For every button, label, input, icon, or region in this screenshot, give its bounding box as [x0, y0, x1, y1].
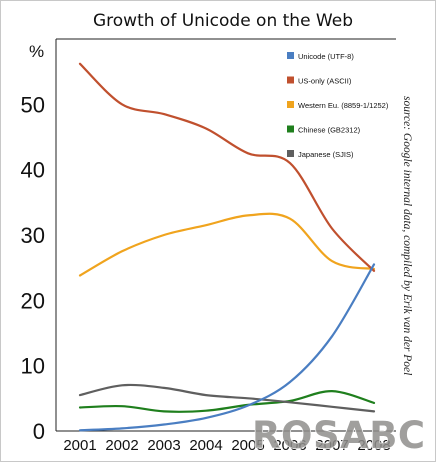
series-line-western-eu-8859-1-1252 [78, 212, 376, 277]
x-tick-label: 2004 [189, 437, 222, 454]
chart-title: Growth of Unicode on the Web [93, 11, 353, 31]
y-axis-label: % [29, 42, 44, 61]
y-tick-label: 10 [21, 354, 45, 379]
x-tick-label: 2001 [63, 437, 96, 454]
series-line-us-only-ascii [78, 62, 376, 272]
x-tick-label: 2008 [357, 437, 390, 454]
legend-label: Japanese (SJIS) [298, 150, 354, 159]
legend-label: Western Eu. (8859-1/1252) [298, 101, 389, 110]
source-annotation: source: Google internal data, compiled b… [401, 96, 413, 375]
legend-swatch [287, 125, 294, 133]
legend-label: Chinese (GB2312) [298, 126, 361, 135]
plot-axes [55, 38, 396, 432]
legend-swatch [287, 52, 294, 59]
y-tick-label: 40 [21, 158, 45, 183]
series-lines [78, 62, 376, 432]
chart-legend: Unicode (UTF-8) US-only (ASCII) Western Eu… [287, 52, 389, 159]
legend-swatch [287, 101, 294, 108]
y-tick-label: 30 [21, 223, 45, 248]
legend-swatch [287, 150, 294, 157]
y-tick-label: 50 [21, 92, 45, 117]
x-tick-label: 2003 [147, 437, 180, 454]
series-line-unicode-utf-8 [78, 263, 376, 432]
legend-label: Unicode (UTF-8) [298, 52, 354, 61]
y-tick-label: 0 [33, 419, 45, 444]
y-axis-ticks: 0 10 20 30 40 50 [21, 92, 45, 444]
series-line-chinese-gb2312 [78, 389, 376, 413]
x-axis-ticks: 2001 2002 2003 2004 2005 2006 2007 2008 [63, 437, 390, 454]
series-line-japanese-sjis [78, 383, 376, 413]
x-tick-label: 2006 [273, 437, 306, 454]
x-tick-label: 2007 [315, 437, 348, 454]
y-tick-label: 20 [21, 288, 45, 313]
watermark-text: ROSABC [252, 414, 426, 457]
legend-swatch [287, 76, 294, 84]
x-tick-label: 2002 [105, 437, 138, 454]
x-tick-label: 2005 [231, 437, 264, 454]
legend-label: US-only (ASCII) [298, 77, 352, 86]
